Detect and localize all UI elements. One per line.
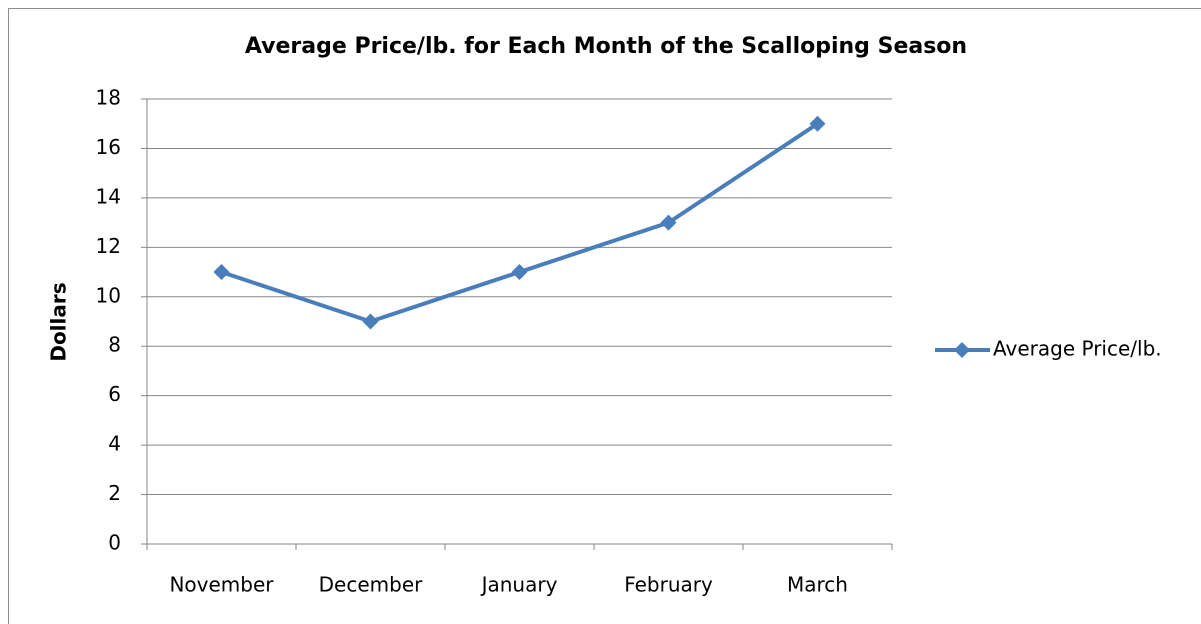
x-tick-label: December bbox=[319, 573, 423, 597]
chart-title: Average Price/lb. for Each Month of the … bbox=[245, 34, 967, 59]
data-point bbox=[213, 264, 230, 281]
y-tick-label: 14 bbox=[96, 184, 121, 208]
legend-marker bbox=[954, 342, 970, 358]
data-point bbox=[809, 115, 826, 132]
x-tick-label: March bbox=[787, 573, 848, 597]
x-tick-label: February bbox=[624, 573, 713, 597]
y-tick-label: 12 bbox=[96, 234, 121, 258]
y-tick-label: 2 bbox=[108, 481, 121, 505]
data-point bbox=[362, 313, 379, 330]
y-tick-label: 16 bbox=[96, 135, 121, 159]
y-tick-label: 18 bbox=[96, 86, 121, 110]
y-tick-label: 8 bbox=[108, 333, 121, 357]
legend-label: Average Price/lb. bbox=[993, 337, 1162, 361]
y-tick-label: 10 bbox=[96, 283, 121, 307]
chart-frame bbox=[8, 8, 1201, 624]
data-point bbox=[660, 214, 677, 231]
y-tick-label: 4 bbox=[108, 432, 121, 456]
y-tick-label: 0 bbox=[108, 531, 121, 555]
y-tick-label: 6 bbox=[108, 382, 121, 406]
y-axis-label: Dollars bbox=[47, 282, 71, 361]
x-tick-label: January bbox=[480, 573, 558, 597]
x-tick-label: November bbox=[169, 573, 274, 597]
data-point bbox=[511, 264, 528, 281]
